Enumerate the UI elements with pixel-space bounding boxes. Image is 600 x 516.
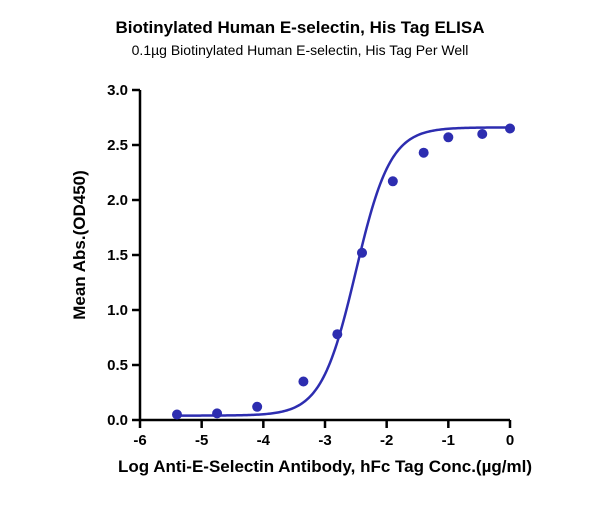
x-tick-label: -2	[377, 432, 397, 449]
x-tick-label: -5	[192, 432, 212, 449]
y-tick-label: 2.0	[107, 192, 128, 209]
y-axis-label: Mean Abs.(OD450)	[70, 80, 90, 410]
x-axis-label: Log Anti-E-Selectin Antibody, hFc Tag Co…	[45, 457, 600, 477]
chart-svg	[140, 90, 510, 420]
y-tick-label: 3.0	[107, 82, 128, 99]
x-tick-label: 0	[500, 432, 520, 449]
chart-subtitle: 0.1µg Biotinylated Human E-selectin, His…	[0, 42, 600, 58]
chart-title: Biotinylated Human E-selectin, His Tag E…	[0, 18, 600, 38]
y-tick-label: 2.5	[107, 137, 128, 154]
x-tick-label: -3	[315, 432, 335, 449]
x-tick-label: -6	[130, 432, 150, 449]
y-tick-label: 1.5	[107, 247, 128, 264]
x-tick-label: -1	[438, 432, 458, 449]
y-tick-label: 0.0	[107, 412, 128, 429]
x-tick-label: -4	[253, 432, 273, 449]
plot-area	[140, 90, 510, 420]
y-tick-label: 0.5	[107, 357, 128, 374]
y-tick-label: 1.0	[107, 302, 128, 319]
